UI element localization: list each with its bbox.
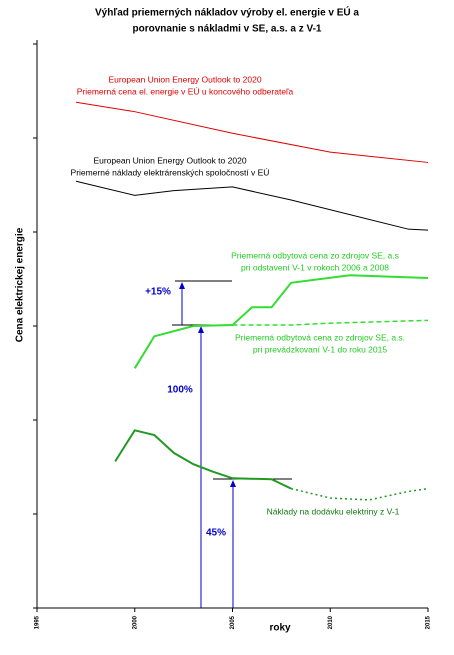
series-line <box>114 429 292 490</box>
series-line <box>232 319 429 326</box>
annotation: Priemerná odbytová cena zo zdrojov SE, a… <box>231 250 399 260</box>
annotation: Priemerná odbytová cena zo zdrojov SE, a… <box>235 332 405 342</box>
x-tick-label: 2015 <box>426 615 432 629</box>
reference-lines <box>172 280 292 480</box>
callout: +15% <box>145 287 171 298</box>
callout: 100% <box>167 385 193 396</box>
arrows <box>179 282 236 608</box>
series-line <box>133 274 429 369</box>
annotation: Priemerná cena el. energie v EÚ u koncov… <box>77 86 294 96</box>
x-tick-label: 2010 <box>328 615 334 629</box>
x-tick-label: 1995 <box>35 615 41 629</box>
x-tick-label: 2005 <box>230 615 236 629</box>
chart-title: porovnanie s nákladmi v SE, a.s. a z V-1 <box>133 24 322 35</box>
chart-title: Výhľad priemerných nákladov výroby el. e… <box>95 6 359 19</box>
annotation: pri odstavení V-1 v rokoch 2006 a 2008 <box>241 262 389 272</box>
annotation: European Union Energy Outlook to 2020 <box>93 155 246 165</box>
x-axis-label: roky <box>269 623 291 634</box>
callout: 45% <box>206 528 226 539</box>
x-tick-label: 2000 <box>132 615 138 629</box>
annotation: Priemerné náklady elektrárenských spoloč… <box>71 167 270 177</box>
y-axis-label: Cena elektrickej energie <box>15 227 26 342</box>
series-line <box>75 180 429 231</box>
annotation: pri prevádzkovaní V-1 do roku 2015 <box>253 344 387 354</box>
annotation: European Union Energy Outlook to 2020 <box>108 74 261 84</box>
annotation: Náklady na dodávku elektriny z V-1 <box>267 506 400 516</box>
series-line <box>290 487 429 501</box>
series-line <box>76 101 429 163</box>
